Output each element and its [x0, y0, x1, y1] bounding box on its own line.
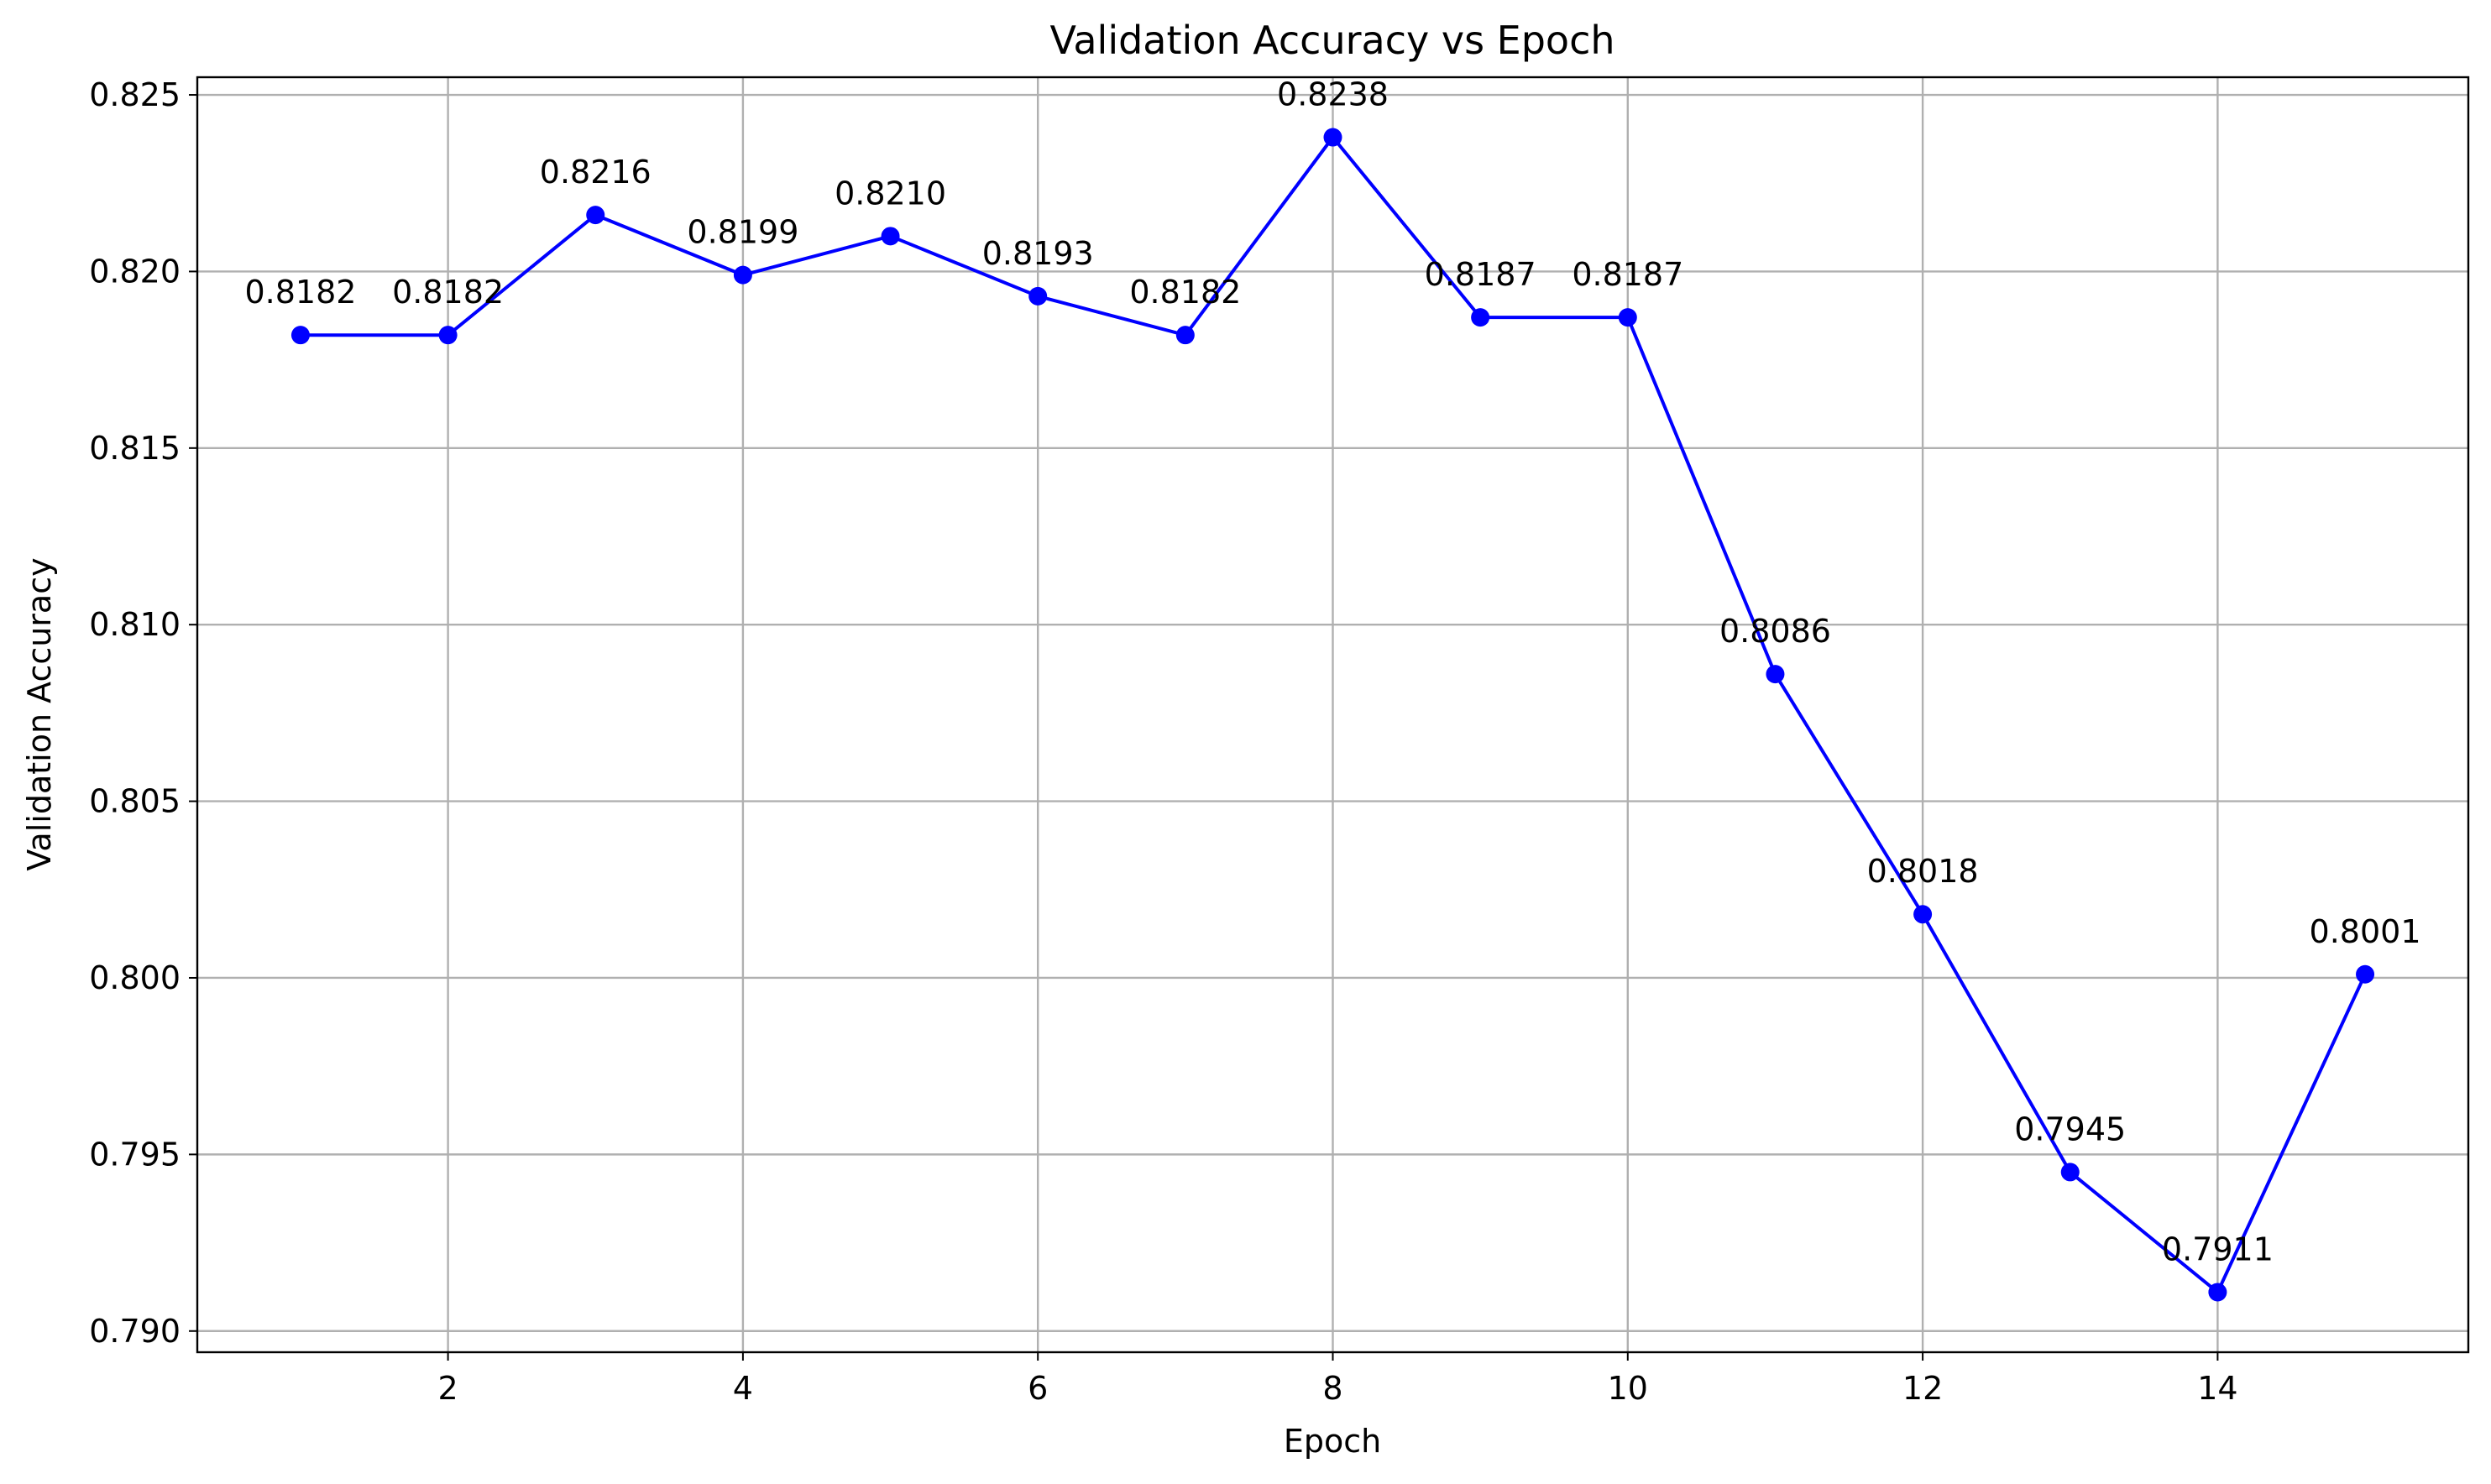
y-axis-label: Validation Accuracy — [21, 557, 58, 870]
data-point-label: 0.8182 — [1129, 274, 1241, 311]
y-tick-label: 0.810 — [89, 606, 181, 643]
data-series — [290, 128, 2375, 1302]
data-point — [1175, 326, 1195, 345]
grid-lines — [197, 77, 2468, 1352]
data-point — [1323, 128, 1342, 147]
data-labels: 0.8182 0.8182 0.8216 0.8199 0.8210 0.8193 0.81… — [244, 76, 2420, 1268]
data-point-label: 0.8001 — [2310, 913, 2421, 950]
y-tick-label: 0.790 — [89, 1313, 181, 1350]
x-tick-label: 2 — [438, 1370, 458, 1407]
data-point-label: 0.8199 — [687, 214, 798, 251]
x-tick-label: 10 — [1608, 1370, 1648, 1407]
data-point — [290, 326, 310, 345]
data-point-label: 0.8238 — [1277, 76, 1389, 113]
data-point-label: 0.7911 — [2162, 1231, 2274, 1267]
data-point — [2208, 1283, 2227, 1302]
data-point — [438, 326, 458, 345]
data-point — [586, 206, 605, 225]
data-point — [2060, 1163, 2080, 1182]
data-point-label: 0.8018 — [1867, 853, 1979, 890]
x-tick-label: 12 — [1902, 1370, 1943, 1407]
x-tick-label: 4 — [733, 1370, 753, 1407]
data-point-label: 0.8193 — [982, 235, 1094, 272]
y-tick-label: 0.805 — [89, 783, 181, 820]
data-point-label: 0.8187 — [1425, 256, 1536, 293]
data-point — [1471, 308, 1490, 327]
data-point-label: 0.8182 — [244, 274, 356, 311]
data-point — [1618, 308, 1637, 327]
y-tick-label: 0.825 — [89, 76, 181, 113]
data-point-label: 0.8187 — [1572, 256, 1683, 293]
data-point-label: 0.8216 — [540, 154, 652, 191]
x-tick-label: 6 — [1028, 1370, 1048, 1407]
data-point — [1913, 905, 1933, 924]
x-tick-label: 14 — [2197, 1370, 2237, 1407]
chart-title: Validation Accuracy vs Epoch — [1049, 18, 1614, 63]
x-axis-label: Epoch — [1284, 1423, 1381, 1460]
y-tick-label: 0.795 — [89, 1136, 181, 1173]
data-point — [733, 265, 752, 285]
data-point-label: 0.8182 — [392, 274, 504, 311]
y-tick-label: 0.820 — [89, 253, 181, 290]
data-point — [1028, 286, 1048, 306]
data-point — [1766, 665, 1785, 684]
data-point-label: 0.7945 — [2014, 1110, 2126, 1147]
data-point-label: 0.8086 — [1719, 613, 1831, 650]
data-point — [881, 227, 900, 246]
data-point — [2356, 964, 2375, 984]
data-point-label: 0.8210 — [835, 175, 946, 212]
y-tick-label: 0.800 — [89, 959, 181, 996]
axis-ticks: 2 4 6 8 10 12 14 0.790 0.795 0.800 0.805 0.810 0.815… — [89, 76, 2237, 1407]
y-tick-label: 0.815 — [89, 430, 181, 467]
x-tick-label: 8 — [1322, 1370, 1342, 1407]
